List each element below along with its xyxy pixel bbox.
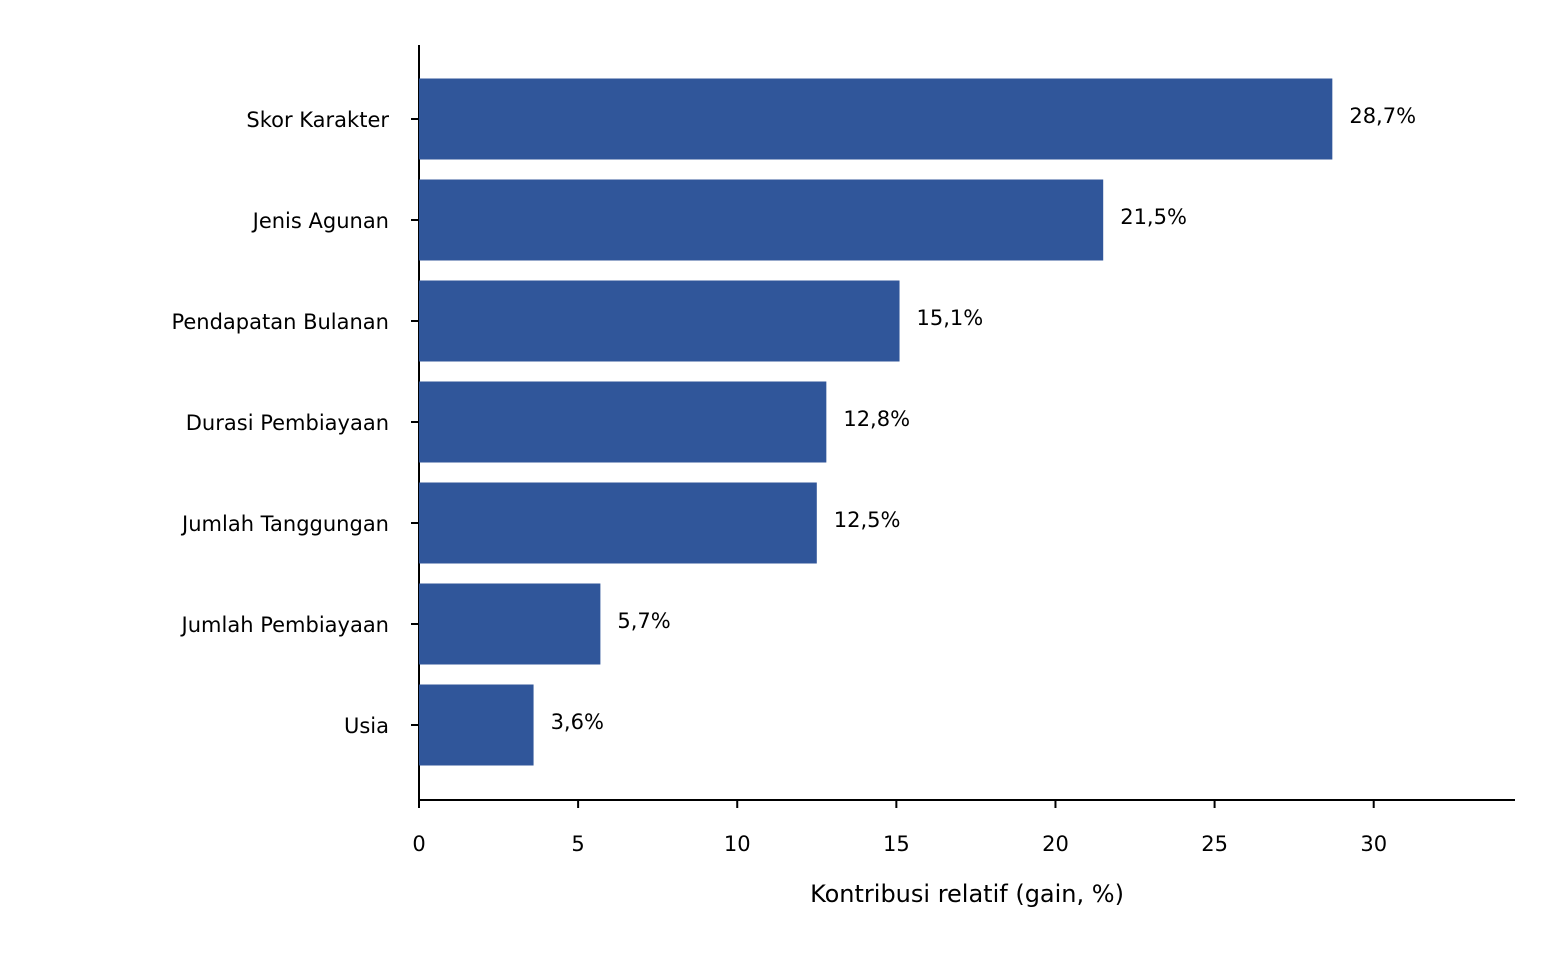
bar [419,78,1333,160]
value-label: 21,5% [1120,205,1187,229]
bar [419,381,827,463]
value-label: 5,7% [617,609,670,633]
bar [419,179,1104,261]
x-tick-label: 30 [1360,832,1387,856]
bar [419,482,817,564]
bar [419,583,601,665]
y-tick-label: Jumlah Pembiayaan [180,613,389,637]
x-tick-label: 0 [412,832,425,856]
value-label: 12,8% [843,407,910,431]
y-tick-label: Usia [344,714,389,738]
value-label: 3,6% [551,710,604,734]
bar [419,280,900,362]
y-tick-label: Jumlah Tanggungan [180,512,389,536]
x-tick-label: 10 [724,832,751,856]
x-tick-label: 15 [883,832,910,856]
value-label: 28,7% [1349,104,1416,128]
bar [419,684,534,766]
x-tick-label: 20 [1042,832,1069,856]
x-tick-label: 25 [1201,832,1228,856]
x-tick-label: 5 [571,832,584,856]
x-axis-label: Kontribusi relatif (gain, %) [810,880,1124,908]
y-tick-label: Skor Karakter [246,108,389,132]
y-tick-label: Pendapatan Bulanan [171,310,389,334]
y-tick-label: Durasi Pembiayaan [186,411,389,435]
value-label: 12,5% [834,508,901,532]
value-label: 15,1% [917,306,984,330]
y-tick-label: Jenis Agunan [251,209,389,233]
